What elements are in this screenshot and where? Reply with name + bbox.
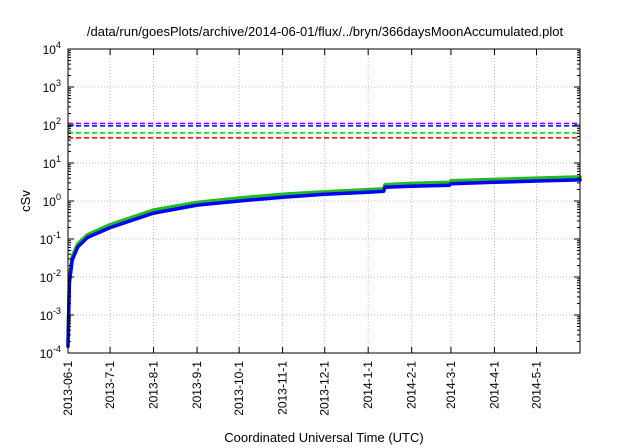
y-tick-label: 101 xyxy=(43,154,61,171)
data-series xyxy=(66,175,582,349)
y-tick-label: 102 xyxy=(43,116,61,133)
x-tick-label: 2013-06-1 xyxy=(61,361,75,416)
y-tick-label: 103 xyxy=(43,78,61,95)
chart-title: /data/run/goesPlots/archive/2014-06-01/f… xyxy=(87,24,564,39)
x-tick-label: 2014-5-1 xyxy=(530,361,544,409)
threshold-lines xyxy=(68,122,580,139)
x-tick-label: 2013-11-1 xyxy=(276,361,290,415)
y-tick-label: 10-3 xyxy=(40,306,61,323)
x-tick-label: 2013-10-1 xyxy=(232,361,246,416)
series-line xyxy=(66,178,582,349)
x-axis-label: Coordinated Universal Time (UTC) xyxy=(224,430,423,445)
y-tick-labels: 10-4 10-3 10-2 10-1 100 101 102 103 104 xyxy=(40,40,61,361)
x-tick-label: 2013-9-1 xyxy=(190,361,204,409)
x-tick-label: 2014-3-1 xyxy=(444,361,458,409)
x-tick-label: 2013-7-1 xyxy=(103,361,117,409)
x-tick-label: 2013-8-1 xyxy=(147,361,161,409)
y-tick-label: 10-2 xyxy=(40,268,61,285)
y-tick-label: 104 xyxy=(43,40,61,57)
y-axis-label: cSv xyxy=(18,190,33,212)
series-line xyxy=(66,175,582,344)
y-tick-label: 10-4 xyxy=(40,344,61,361)
x-tick-labels: 2013-06-1 2013-7-1 2013-8-1 2013-9-1 2013-10… xyxy=(61,361,544,416)
axis-ticks xyxy=(67,48,580,354)
x-tick-label: 2014-1-1 xyxy=(361,361,375,409)
y-tick-label: 100 xyxy=(43,192,61,209)
x-tick-label: 2014-2-1 xyxy=(405,361,419,409)
grid-lines xyxy=(68,49,580,353)
y-tick-label: 10-1 xyxy=(40,230,61,247)
x-tick-label: 2013-12-1 xyxy=(318,361,332,416)
x-tick-label: 2014-4-1 xyxy=(487,361,501,409)
